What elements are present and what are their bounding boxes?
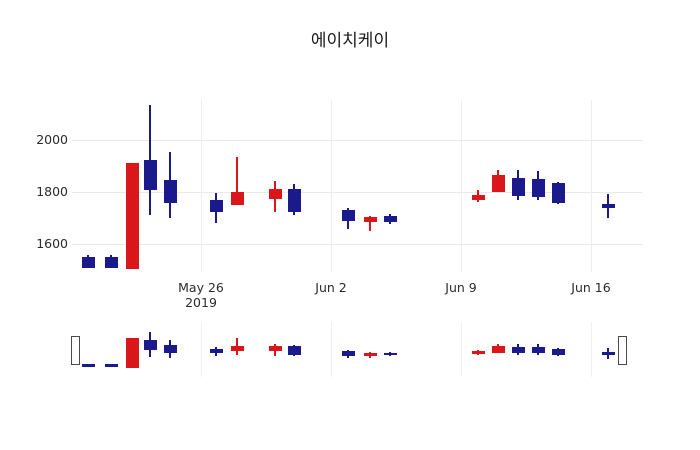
gridline-horizontal bbox=[72, 244, 642, 245]
candlestick-body bbox=[230, 192, 244, 205]
gridline-vertical bbox=[591, 100, 592, 272]
sub-candlestick-body bbox=[471, 351, 485, 354]
page-title: 에이치케이 bbox=[310, 31, 390, 51]
gridline-vertical-sub bbox=[591, 322, 592, 377]
candlestick-body bbox=[363, 217, 377, 222]
candlestick-body bbox=[511, 178, 525, 196]
candlestick-body bbox=[143, 160, 157, 190]
gridline-vertical bbox=[201, 100, 202, 272]
sub-candlestick-body bbox=[268, 346, 282, 351]
candlestick-body bbox=[341, 210, 355, 221]
sub-candlestick-body bbox=[363, 353, 377, 356]
candlestick-body bbox=[104, 257, 118, 268]
gridline-vertical-sub bbox=[461, 322, 462, 377]
sub-candlestick-body bbox=[104, 364, 118, 367]
sub-candlestick-body bbox=[341, 351, 355, 356]
gridline-vertical-sub bbox=[201, 322, 202, 377]
sub-range-marker bbox=[71, 336, 80, 365]
candlestick-body bbox=[383, 216, 397, 222]
y-axis-tick-label: 1600 bbox=[36, 236, 68, 251]
gridline-vertical bbox=[331, 100, 332, 272]
candlestick-body bbox=[163, 180, 177, 203]
sub-candlestick-body bbox=[383, 353, 397, 355]
candlestick-body bbox=[268, 189, 282, 199]
y-axis-tick-label: 1800 bbox=[36, 184, 68, 199]
gridline-vertical bbox=[461, 100, 462, 272]
sub-candlestick-body bbox=[81, 364, 95, 367]
candlestick-body bbox=[81, 257, 95, 268]
sub-candlestick-body bbox=[511, 347, 525, 353]
x-axis-tick-label-main: Jun 2 bbox=[315, 280, 347, 295]
sub-candlestick-body bbox=[531, 347, 545, 353]
sub-candlestick-body bbox=[209, 349, 223, 353]
sub-candlestick-body bbox=[491, 346, 505, 353]
sub-range-marker bbox=[618, 336, 627, 365]
sub-candlestick-body bbox=[601, 352, 615, 355]
x-axis-tick-label: Jun 2 bbox=[281, 280, 381, 295]
gridline-horizontal bbox=[72, 140, 642, 141]
candlestick-wick bbox=[236, 157, 238, 205]
x-axis-tick-label: Jun 9 bbox=[411, 280, 511, 295]
x-axis-tick-label-main: May 26 bbox=[178, 280, 224, 295]
x-axis-tick-label-year: 2019 bbox=[185, 295, 217, 310]
sub-candlestick-body bbox=[230, 346, 244, 351]
x-axis-tick-label: Jun 16 bbox=[541, 280, 641, 295]
candlestick-body bbox=[471, 195, 485, 200]
gridline-vertical-sub bbox=[331, 322, 332, 377]
sub-candlestick-body bbox=[143, 340, 157, 350]
sub-candlestick-body bbox=[125, 338, 139, 368]
sub-candlestick-body bbox=[551, 349, 565, 355]
x-axis-tick-label-main: Jun 9 bbox=[445, 280, 477, 295]
candlestick-body bbox=[551, 183, 565, 203]
x-axis-tick-label-main: Jun 16 bbox=[571, 280, 611, 295]
x-axis-tick-label: May 26 2019 bbox=[151, 280, 251, 310]
candlestick-body bbox=[491, 175, 505, 192]
candlestick-body bbox=[209, 200, 223, 212]
sub-candlestick-body bbox=[287, 346, 301, 355]
candlestick-body bbox=[125, 163, 139, 269]
candlestick-body bbox=[601, 204, 615, 208]
candlestick-body bbox=[531, 179, 545, 197]
candlestick-wick bbox=[369, 216, 371, 231]
y-axis-tick-label: 2000 bbox=[36, 132, 68, 147]
gridline-horizontal bbox=[72, 192, 642, 193]
candlestick-body bbox=[287, 189, 301, 212]
sub-candlestick-body bbox=[163, 345, 177, 353]
